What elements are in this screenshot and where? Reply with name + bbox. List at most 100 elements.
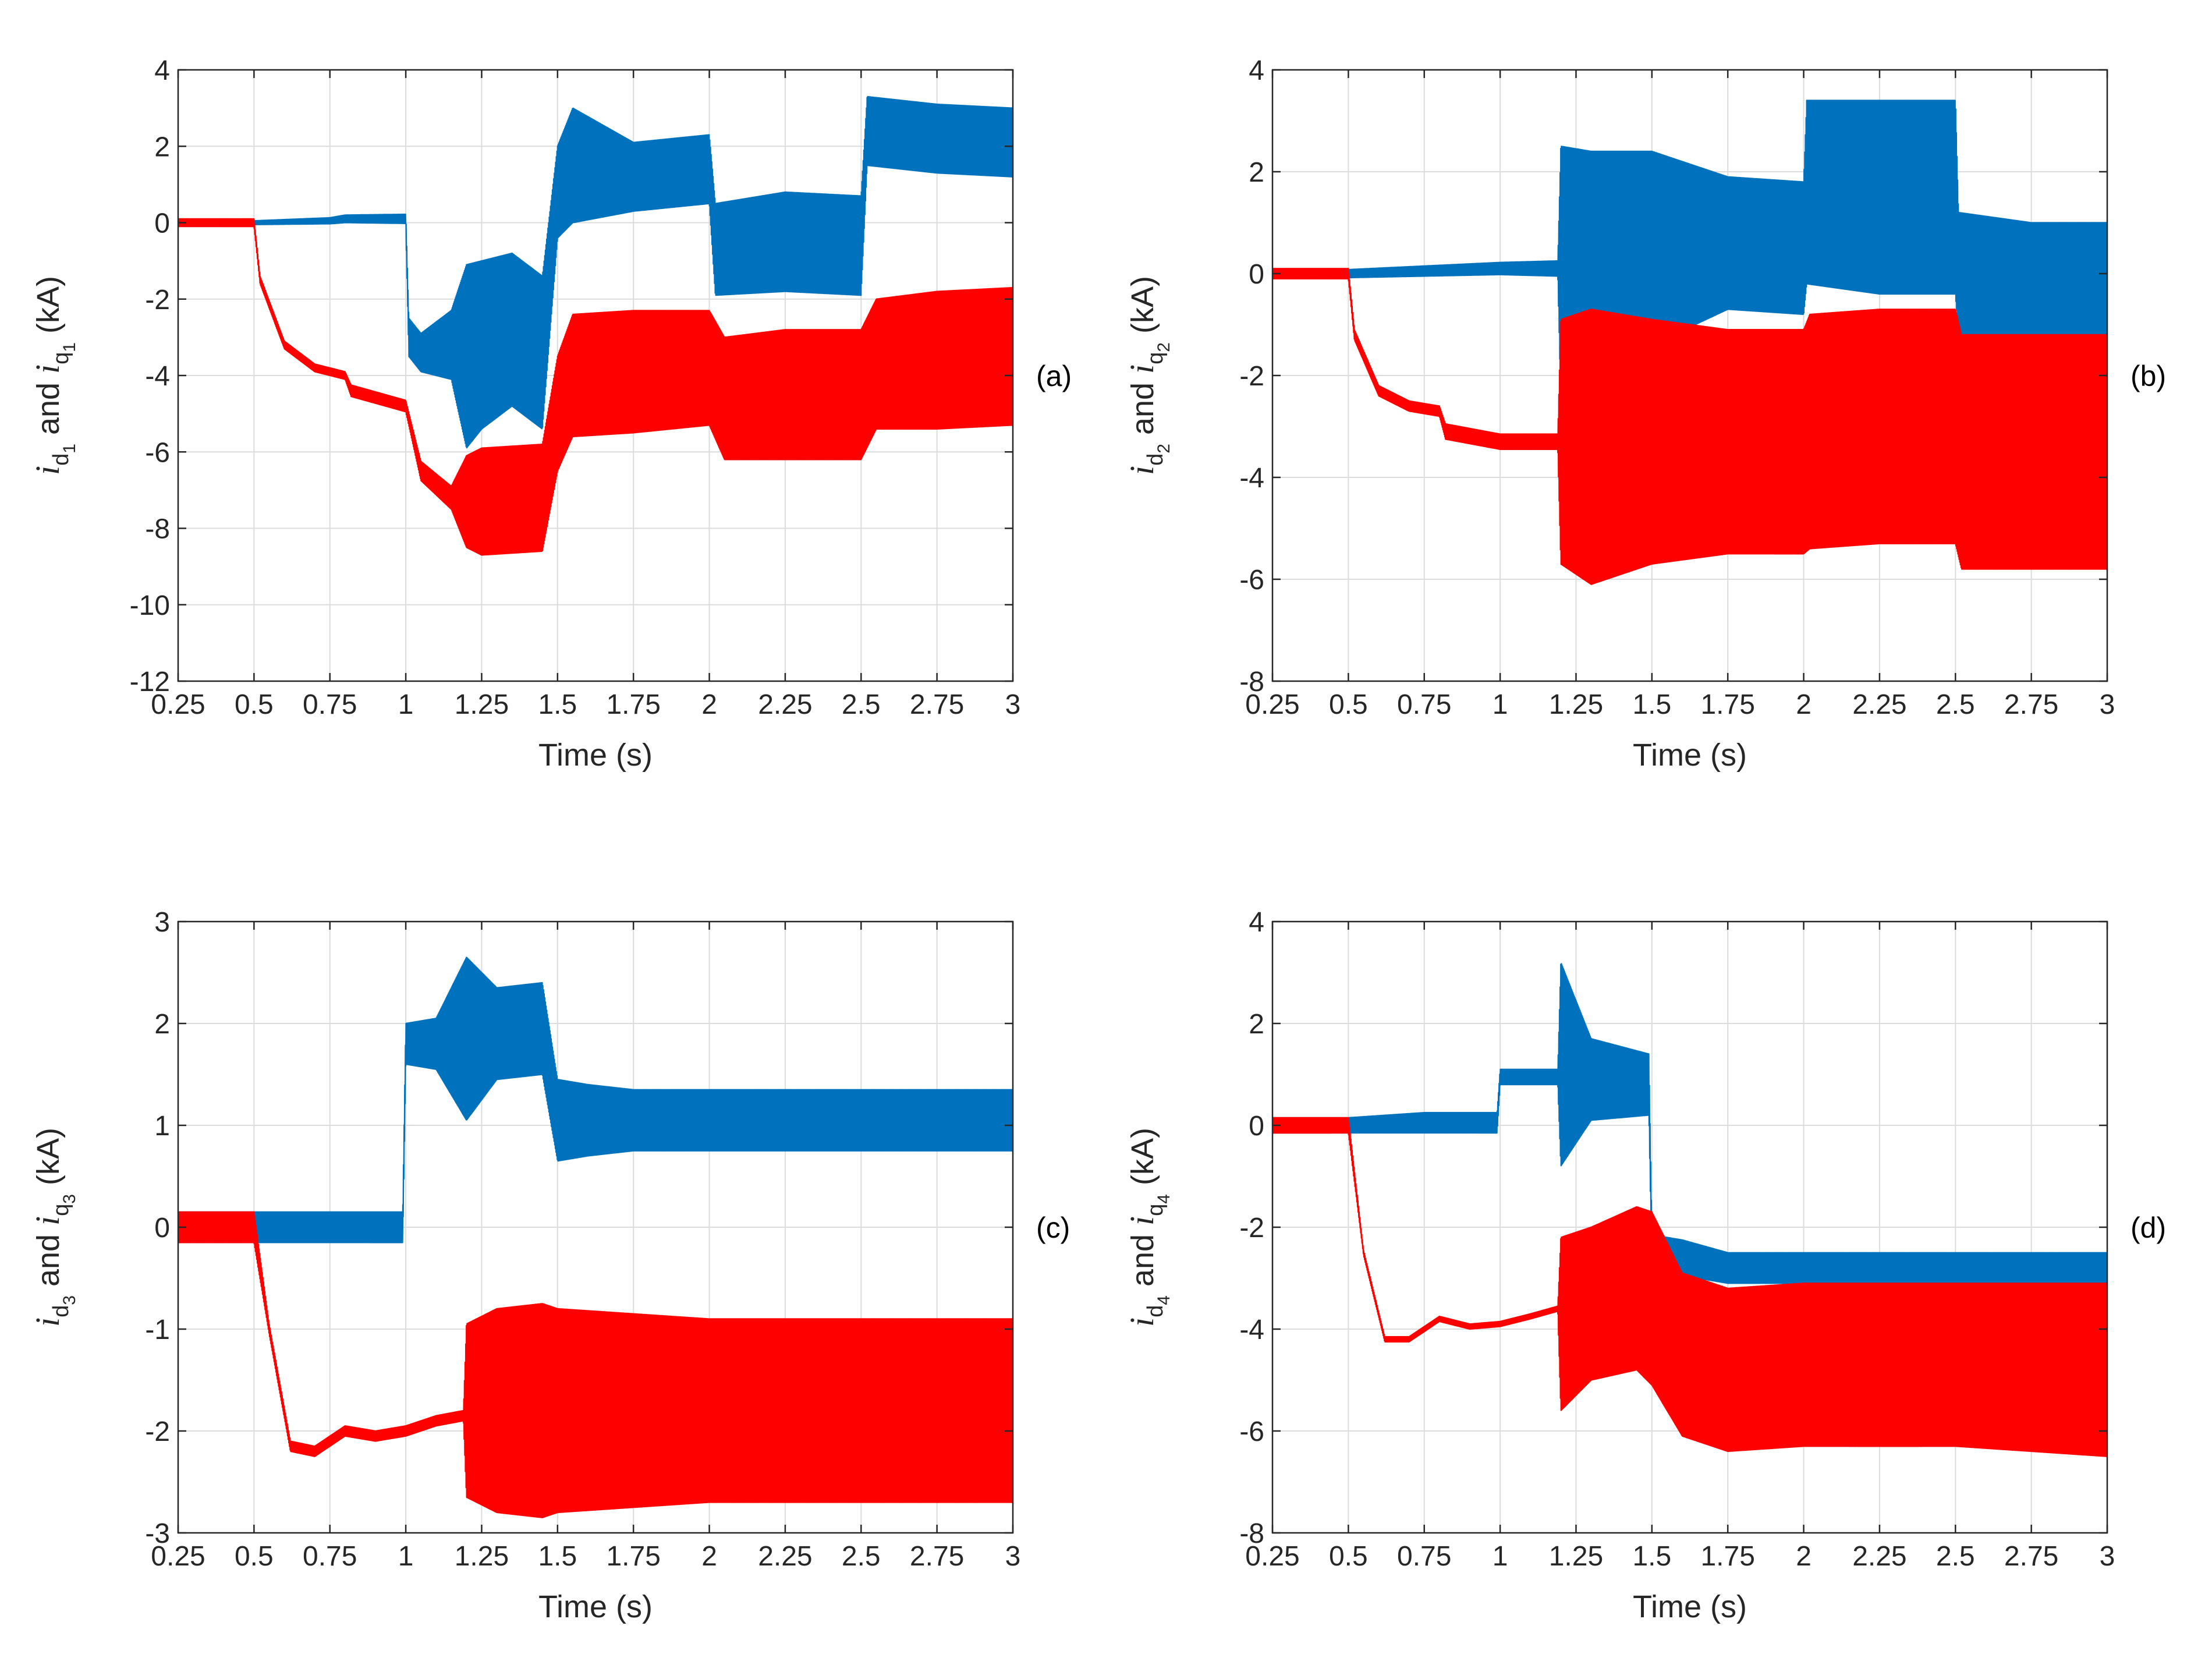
series-id3 xyxy=(178,1211,1013,1518)
x-tick-label: 1.5 xyxy=(538,689,577,720)
y-tick-label: 0 xyxy=(1249,1111,1264,1142)
y-label-part: q xyxy=(1143,1204,1168,1216)
y-axis-label: id4 and iq4 (kA) xyxy=(1123,1128,1174,1327)
x-tick-label: 0.5 xyxy=(1329,689,1368,720)
x-tick-label: 0.75 xyxy=(1397,1541,1451,1572)
x-tick-label: 2.75 xyxy=(2004,689,2058,720)
y-label-part: (kA) xyxy=(31,276,66,342)
series-group xyxy=(178,95,1013,556)
x-tick-label: 1 xyxy=(1493,689,1508,720)
y-tick-label: 2 xyxy=(154,1009,170,1040)
x-tick-label: 2.75 xyxy=(2004,1541,2058,1572)
y-label-part: i xyxy=(29,466,66,475)
y-label-part: d xyxy=(49,454,73,466)
y-label-part: i xyxy=(29,364,66,374)
y-tick-label: -10 xyxy=(130,590,170,621)
y-tick-label: -2 xyxy=(145,285,170,316)
y-label-part: 3 xyxy=(60,1295,79,1305)
y-tick-label: -2 xyxy=(1239,1213,1264,1244)
panel-label: (b) xyxy=(2131,360,2166,392)
y-tick-label: 0 xyxy=(154,208,170,239)
y-tick-label: 0 xyxy=(1249,259,1264,290)
x-tick-label: 1.25 xyxy=(455,1541,509,1572)
x-tick-label: 0.25 xyxy=(1245,1541,1299,1572)
x-tick-label: 1 xyxy=(1493,1541,1508,1572)
series-iq4 xyxy=(1272,963,2107,1284)
x-tick-label: 3 xyxy=(1005,689,1021,720)
y-axis-label: id1 and iq1 (kA) xyxy=(29,276,79,475)
x-tick-label: 1.75 xyxy=(1700,1541,1754,1572)
panel-b: 0.25 0.5 0.75 1 1.25 1.5 1.75 2 2.25 2.5 2.75 3 -8 -6… xyxy=(1123,55,2166,773)
y-label-part: and xyxy=(1125,1225,1160,1295)
x-tick-label: 2.75 xyxy=(910,689,964,720)
y-tick-label: -12 xyxy=(130,667,170,697)
y-tick-label: 2 xyxy=(1249,1009,1264,1040)
x-tick-label: 2.25 xyxy=(1852,1541,1906,1572)
y-label-part: 2 xyxy=(1154,342,1174,352)
panel-label: (a) xyxy=(1036,360,1072,392)
x-tick-label: 1.5 xyxy=(538,1541,577,1572)
x-tick-label: 0.25 xyxy=(151,1541,205,1572)
x-tick-label: 2.5 xyxy=(842,689,881,720)
x-tick-label: 1.5 xyxy=(1632,1541,1671,1572)
y-tick-label: -4 xyxy=(145,361,170,392)
x-tick-label: 2 xyxy=(701,689,717,720)
y-tick-label: -8 xyxy=(1239,1518,1264,1549)
x-tick-label: 1 xyxy=(398,689,414,720)
y-tick-label: 1 xyxy=(154,1111,170,1142)
y-tick-label: 2 xyxy=(1249,157,1264,188)
y-label-part: i xyxy=(1123,1216,1161,1225)
y-tick-label: -4 xyxy=(1239,463,1264,494)
y-tick-label: -4 xyxy=(1239,1315,1264,1345)
x-axis-label: Time (s) xyxy=(1633,738,1747,773)
y-label-part: and xyxy=(1125,374,1160,444)
series-group xyxy=(1272,963,2107,1457)
series-id4 xyxy=(1272,1117,2107,1457)
x-tick-label: 2 xyxy=(1796,1541,1812,1572)
y-tick-label: 4 xyxy=(1249,55,1264,86)
y-label-part: 4 xyxy=(1154,1194,1174,1204)
series-iq2 xyxy=(1272,100,2107,402)
panel-label: (c) xyxy=(1036,1212,1070,1244)
x-tick-label: 2.25 xyxy=(758,689,812,720)
x-tick-label: 3 xyxy=(2100,689,2115,720)
x-tick-label: 2.25 xyxy=(1852,689,1906,720)
x-tick-label: 1.25 xyxy=(1549,689,1603,720)
x-tick-label: 0.5 xyxy=(1329,1541,1368,1572)
x-tick-label: 0.75 xyxy=(303,1541,357,1572)
y-label-part: (kA) xyxy=(31,1128,66,1194)
x-tick-label: 1 xyxy=(398,1541,414,1572)
y-tick-label: -3 xyxy=(145,1518,170,1549)
x-tick-label: 0.25 xyxy=(1245,689,1299,720)
y-tick-label: 4 xyxy=(154,55,170,86)
y-tick-label: -6 xyxy=(1239,1416,1264,1447)
x-tick-label: 0.75 xyxy=(1397,689,1451,720)
y-label-part: d xyxy=(1143,454,1168,466)
panel-label: (d) xyxy=(2131,1212,2166,1244)
panel-a: 0.25 0.5 0.75 1 1.25 1.5 1.75 2 2.25 2.5 2.75 3 -12 -… xyxy=(29,55,1072,773)
y-label-part: q xyxy=(49,352,73,364)
y-label-part: (kA) xyxy=(1125,276,1160,342)
x-tick-label: 1.75 xyxy=(606,1541,660,1572)
series-id2 xyxy=(1272,268,2107,585)
x-axis-label: Time (s) xyxy=(538,1589,653,1624)
y-tick-label: -8 xyxy=(145,514,170,545)
panel-d: 0.25 0.5 0.75 1 1.25 1.5 1.75 2 2.25 2.5 2.75 3 -8 -6… xyxy=(1123,907,2166,1624)
x-tick-label: 0.5 xyxy=(235,689,274,720)
x-tick-label: 3 xyxy=(2100,1541,2115,1572)
y-tick-label: -6 xyxy=(145,437,170,468)
x-axis-label: Time (s) xyxy=(1633,1589,1747,1624)
y-tick-label: -6 xyxy=(1239,565,1264,596)
x-tick-label: 2.5 xyxy=(1936,1541,1975,1572)
y-label-part: 2 xyxy=(1154,444,1174,454)
y-label-part: d xyxy=(1143,1305,1168,1317)
y-axis-label: id2 and iq2 (kA) xyxy=(1123,276,1174,475)
x-tick-label: 1.75 xyxy=(606,689,660,720)
y-label-part: i xyxy=(1123,364,1161,374)
x-tick-label: 2.75 xyxy=(910,1541,964,1572)
y-label-part: and xyxy=(31,1225,66,1295)
x-tick-label: 2 xyxy=(1796,689,1812,720)
x-tick-label: 1.75 xyxy=(1700,689,1754,720)
y-label-part: i xyxy=(29,1317,66,1327)
